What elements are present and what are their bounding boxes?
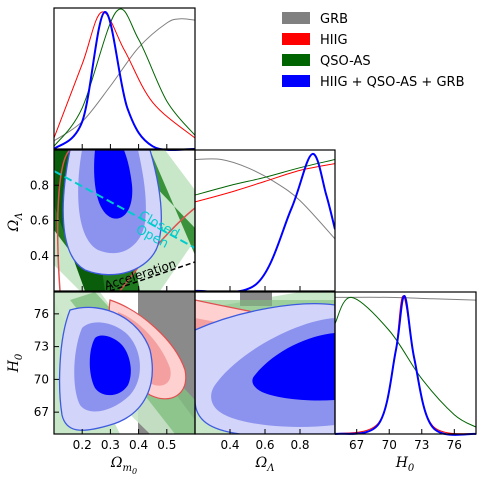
legend-label-grb: GRB: [320, 12, 348, 27]
y-tick-label-h0: 73: [34, 340, 49, 354]
pdf-curve-h0-qso-as: [334, 296, 477, 428]
legend: GRB HIIG QSO-AS HIIG + QSO-AS + GRB: [282, 12, 465, 90]
x-tick-label-ol: 0.6: [255, 438, 274, 452]
contour-1sigma: [252, 333, 335, 401]
y-tick-label-h0: 70: [34, 372, 49, 386]
x-tick-label-om: 0.4: [129, 438, 148, 452]
frame-1d-om: [53, 7, 196, 150]
pdf-curve-ol-hiig: [195, 163, 335, 203]
x-tick-label-h0: 70: [382, 438, 397, 452]
x-tick-label-h0: 76: [447, 438, 462, 452]
contour-1sigma: [89, 335, 131, 396]
x-tick-label-om: 0.3: [101, 438, 120, 452]
panel-1d-h0: [334, 294, 477, 436]
pdf-curve-h0-hiig: [334, 295, 477, 435]
pdf-curve-ol-qso-as: [195, 159, 335, 196]
axis-ticks: 0.2 0.3 0.4 0.5 0.4 0.6 0.8 67 70 73 76 0.4 0.6 0.8 67…: [30, 144, 462, 452]
frame-1d-h0: [334, 291, 477, 435]
panel-ol-h0: [195, 292, 335, 434]
legend-swatch-qso: [282, 54, 310, 66]
x-tick-label-h0: 73: [414, 438, 429, 452]
pdf-curve-h0-hiig-qso-as-grb: [334, 294, 477, 436]
pdf-curve-ol-hiig-qso-as-grb: [195, 152, 335, 291]
legend-label-combined: HIIG + QSO-AS + GRB: [320, 75, 465, 90]
pdf-curve-h0-grb: [334, 296, 477, 301]
pdf-curve-om-hiig: [53, 11, 196, 139]
y-axis-label-h0: H0: [6, 353, 25, 373]
legend-swatch-grb: [282, 12, 310, 24]
y-axis-label-ol: ΩΛ: [6, 213, 25, 233]
contour-1sigma: [94, 150, 133, 219]
x-axis-label-om: Ωm0: [110, 455, 137, 476]
legend-swatch-combined: [282, 75, 310, 87]
pdf-curve-om-qso-as: [53, 8, 196, 147]
panel-om-h0: [54, 292, 195, 434]
panel-1d-om: [53, 8, 196, 152]
legend-label-hiig: HIIG: [320, 33, 348, 48]
x-tick-label-h0: 67: [349, 438, 364, 452]
legend-label-qso: QSO-AS: [320, 54, 371, 69]
x-axis-label-ol: ΩΛ: [255, 455, 275, 474]
frame-1d-ol: [194, 149, 336, 292]
y-tick-label-h0: 76: [34, 307, 49, 321]
x-tick-label-om: 0.2: [73, 438, 92, 452]
y-tick-label-ol: 0.4: [30, 249, 49, 263]
panel-1d-ol: [195, 152, 335, 291]
y-tick-label-ol: 0.6: [30, 214, 49, 228]
legend-swatch-hiig: [282, 33, 310, 45]
pdf-curve-ol-grb: [195, 158, 335, 240]
x-tick-label-ol: 0.8: [290, 438, 309, 452]
y-tick-label-ol: 0.8: [30, 178, 49, 192]
pdf-curve-om-hiig-qso-as-grb: [53, 10, 196, 152]
x-tick-label-ol: 0.4: [220, 438, 239, 452]
x-axis-label-h0: H0: [395, 455, 415, 474]
x-tick-label-om: 0.5: [157, 438, 176, 452]
panel-om-ol: [54, 150, 195, 291]
y-tick-label-h0: 67: [34, 405, 49, 419]
